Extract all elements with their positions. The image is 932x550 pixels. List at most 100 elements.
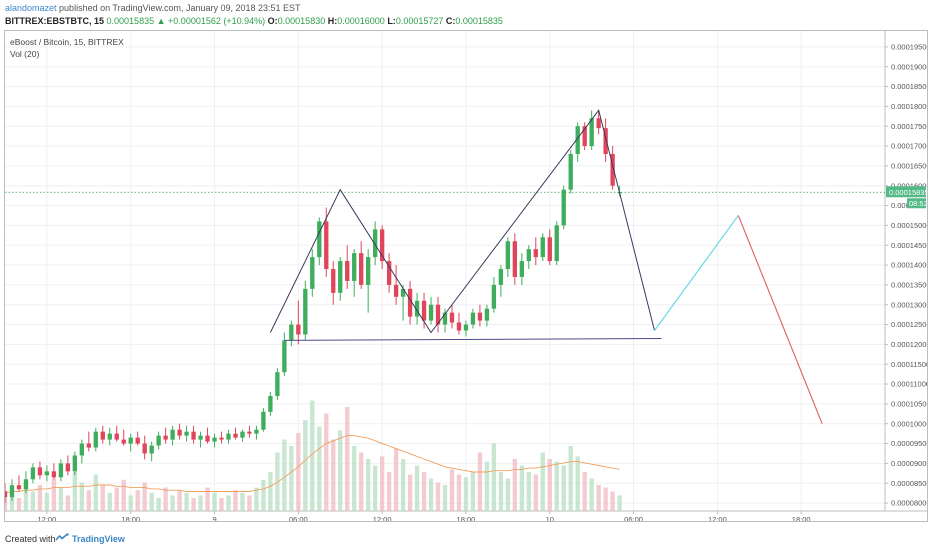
- price-tick-label: 0.00014500: [891, 241, 927, 250]
- price-tick-label: 0.00009500: [891, 439, 927, 448]
- volume-bar: [37, 485, 43, 511]
- candle: [610, 153, 615, 186]
- candle: [107, 433, 112, 440]
- candle: [345, 261, 350, 281]
- price-tick-label: 0.00010500: [891, 399, 927, 408]
- volume-bar: [386, 472, 392, 511]
- price-tick-label: 0.00012000: [891, 340, 927, 349]
- candle: [79, 443, 84, 456]
- volume-bar: [261, 479, 266, 511]
- volume-bar: [568, 446, 573, 511]
- volume-bar: [23, 482, 29, 511]
- volume-bar: [233, 490, 238, 511]
- volume-bar: [30, 491, 36, 511]
- header: alandomazet published on TradingView.com…: [0, 0, 932, 30]
- volume-bar: [240, 492, 245, 511]
- candle: [477, 312, 483, 321]
- volume-bar: [58, 487, 64, 511]
- candle: [505, 241, 511, 270]
- time-tick-label: 18:00: [457, 515, 476, 521]
- volume-indicator-label[interactable]: Vol (20): [10, 49, 40, 59]
- volume-bar: [296, 433, 301, 511]
- volume-bar: [191, 498, 196, 511]
- volume-bar: [589, 478, 594, 511]
- price-tick-label: 0.00017000: [891, 142, 927, 151]
- candle: [414, 300, 420, 317]
- time-tick-label: 12:00: [38, 515, 57, 521]
- candle: [233, 433, 238, 438]
- price-tick-label: 0.00016000: [891, 181, 927, 190]
- volume-bar: [526, 472, 531, 511]
- candle: [163, 435, 168, 440]
- price-tick-label: 0.00015000: [891, 221, 927, 230]
- candle: [58, 463, 64, 478]
- time-tick-label: 12:00: [708, 515, 727, 521]
- close-label: C:: [445, 16, 456, 26]
- candle: [310, 257, 315, 289]
- volume-ma-line: [5, 435, 620, 494]
- candle: [198, 435, 203, 440]
- candle: [9, 485, 15, 498]
- volume-bar: [421, 472, 427, 511]
- volume-bar: [477, 452, 483, 511]
- volume-bar: [352, 446, 357, 511]
- volume-bar: [617, 495, 622, 511]
- candle: [491, 284, 497, 309]
- volume-bar: [303, 420, 308, 511]
- candle: [456, 322, 462, 331]
- volume-bar: [393, 448, 399, 511]
- chart-canvas[interactable]: 0.00008000 0.00008500 0.00009000 0.00009500…: [5, 31, 927, 521]
- price-tick-label: 0.00009000: [891, 459, 927, 468]
- volume-bar: [149, 492, 154, 511]
- volume-bar: [128, 495, 133, 511]
- candle: [449, 312, 455, 323]
- volume-bar: [163, 487, 168, 511]
- candle: [226, 433, 231, 440]
- volume-bar: [414, 465, 420, 511]
- volume-bar: [142, 482, 147, 511]
- candle: [5, 491, 8, 498]
- volume-bar: [156, 498, 161, 511]
- candle: [407, 288, 413, 317]
- volume-bar: [184, 492, 189, 511]
- volume-bar: [540, 452, 545, 511]
- volume-bar: [533, 474, 538, 511]
- volume-bar: [435, 482, 441, 511]
- volume-bar: [212, 492, 217, 511]
- candle: [421, 300, 427, 321]
- volume-bar: [603, 487, 608, 511]
- volume-bar: [219, 498, 224, 511]
- symbol-label: BITTREX:EBSTBTC, 15: [5, 16, 105, 26]
- candle: [219, 437, 224, 440]
- chart-panel[interactable]: 0.00008000 0.00008500 0.00009000 0.00009500…: [4, 30, 928, 522]
- candle: [240, 431, 245, 438]
- volume-bar: [407, 474, 413, 511]
- candle: [142, 443, 147, 454]
- price-tick-label: 0.00014000: [891, 261, 927, 270]
- tradingview-brand[interactable]: TradingView: [72, 534, 125, 544]
- volume-bar: [72, 472, 78, 511]
- volume-bar: [93, 474, 98, 511]
- volume-bar: [596, 485, 601, 511]
- volume-bar: [470, 472, 476, 511]
- price-tick-label: 0.00018500: [891, 82, 927, 91]
- low-label: L:: [387, 16, 396, 26]
- candle: [121, 439, 126, 444]
- volume-bar: [289, 446, 294, 511]
- candle: [100, 431, 105, 440]
- author-link[interactable]: alandomazet: [5, 3, 57, 13]
- volume-bar: [449, 469, 455, 511]
- candle: [135, 437, 140, 444]
- candle: [561, 189, 566, 226]
- volume-bar: [491, 443, 497, 511]
- volume-bar: [177, 490, 182, 511]
- candle: [428, 304, 434, 321]
- candle: [184, 431, 189, 436]
- candle: [72, 455, 78, 472]
- candle: [372, 229, 378, 258]
- candle: [554, 225, 559, 262]
- candle: [603, 128, 608, 154]
- candle: [275, 372, 280, 396]
- price-tick-label: 0.00011000: [891, 380, 927, 389]
- candle: [261, 411, 266, 430]
